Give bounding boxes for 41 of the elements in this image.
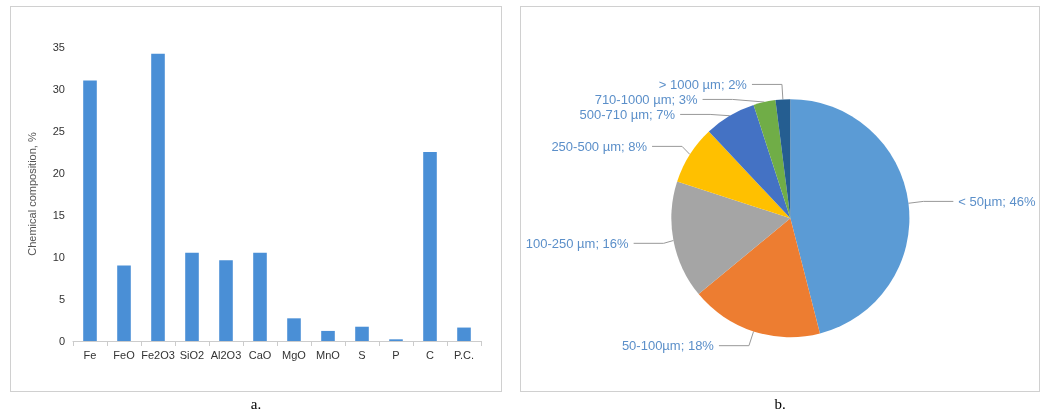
bar: [423, 152, 437, 341]
slice-label: 710-1000 µm; 3%: [594, 91, 698, 107]
y-tick-label: 5: [58, 293, 65, 305]
bar: [321, 330, 335, 341]
x-tick-label: SiO2: [179, 348, 205, 361]
slice-label: < 50µm; 46%: [958, 193, 1037, 209]
y-tick-label: 35: [52, 41, 65, 53]
bar: [151, 53, 165, 341]
bar: [219, 260, 233, 341]
bar: [355, 326, 369, 341]
bar: [457, 327, 471, 341]
x-tick-label: MgO: [282, 348, 307, 361]
y-tick-label: 25: [52, 125, 65, 137]
x-tick-label: FeO: [113, 348, 136, 361]
x-tick-label: Fe: [83, 348, 97, 361]
text: a.: [249, 396, 263, 413]
slice-label: 250-500 µm; 8%: [551, 138, 648, 154]
y-tick-label: 30: [52, 83, 65, 95]
bar: [185, 252, 199, 341]
x-tick-label: C: [426, 348, 435, 361]
x-tick-label: Fe2O3: [141, 348, 175, 361]
x-tick-label: CaO: [248, 348, 272, 361]
bar: [253, 252, 267, 341]
x-tick-label: P.C.: [454, 348, 474, 361]
y-tick-label: 10: [52, 251, 65, 263]
bar: [83, 80, 97, 341]
y-tick-label: 0: [58, 335, 65, 347]
bar: [117, 265, 131, 341]
slice-label: 50-100µm; 18%: [621, 338, 715, 354]
bar: [287, 318, 301, 341]
x-tick-label: Al2O3: [210, 348, 242, 361]
slice-label: > 1000 µm; 2%: [658, 76, 748, 92]
y-tick-label: 20: [52, 167, 65, 179]
slice-label: 500-710 µm; 7%: [579, 106, 676, 122]
x-tick-label: P: [392, 348, 400, 361]
x-tick-label: S: [358, 348, 366, 361]
text: b.: [773, 396, 787, 413]
slice-label: 100-250 µm; 16%: [525, 235, 630, 251]
y-axis-title: Chemical composition, %: [25, 132, 38, 256]
y-tick-label: 15: [52, 209, 65, 221]
x-tick-label: MnO: [316, 348, 341, 361]
